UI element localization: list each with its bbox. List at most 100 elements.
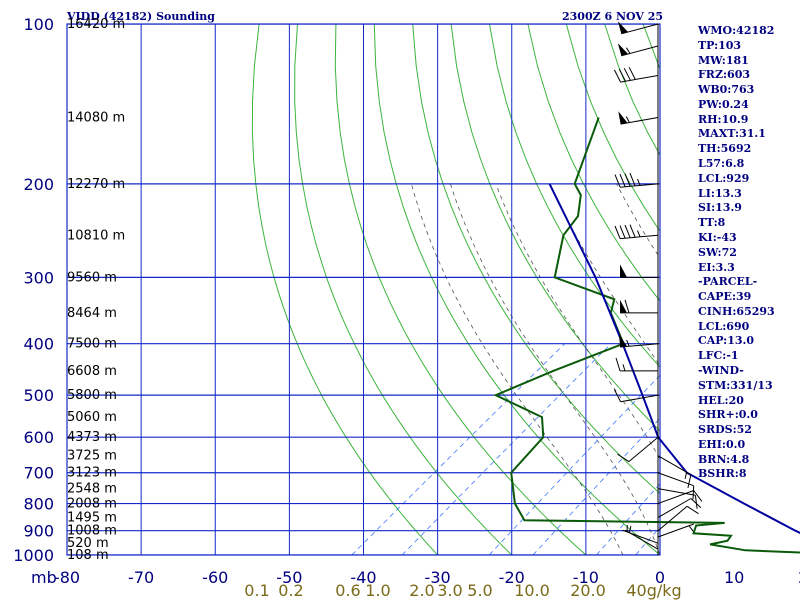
index-row: RH:10.9 [698,112,749,126]
barb-staff [657,498,692,518]
wind-barb [657,455,692,489]
moist-adiabat [411,183,624,555]
mixing-ratio-label: 0.2 [278,581,303,600]
index-row: -WIND- [698,363,744,377]
index-row: SRDS:52 [698,423,752,437]
wind-barb [619,334,659,348]
temperature-tick-label: 20 [798,568,800,587]
height-label: 1008 m [67,524,117,539]
height-label: 16420 m [67,17,125,32]
index-row: LCL:690 [698,319,750,333]
index-row: WB0:763 [698,83,755,97]
mixing-ratio-label: 20.0 [570,581,606,600]
barb-staff [657,490,694,505]
index-row: KI:-43 [698,230,737,244]
barb-full [693,490,703,502]
pressure-tick-label: 200 [23,175,54,194]
station-title: VIDD (42182) Sounding [66,10,215,23]
pressure-tick-label: 100 [23,15,54,34]
index-row: -PARCEL- [698,275,758,289]
barb-half [622,364,626,372]
mixing-ratio-label: 5.0 [467,581,492,600]
wind-barb [613,67,659,83]
dry-adiabat [373,24,660,555]
barb-pennant [617,43,629,56]
pressure-tick-label: 400 [23,335,54,354]
wind-barb [618,111,659,125]
dewpoint-line [493,117,800,554]
height-label: 8464 m [67,306,117,321]
index-row: CAP:13.0 [698,334,755,348]
index-row: EI:3.3 [698,260,735,274]
mixing-ratio-line [401,343,612,555]
barb-full [619,173,626,187]
index-row: LCL:929 [698,171,750,185]
barb-half [684,472,688,479]
barb-full [613,69,622,83]
barb-staff [620,234,659,240]
barb-half [625,116,630,123]
index-row: SW:72 [698,245,737,259]
wind-barb [617,43,659,57]
index-row: PW:0.24 [698,97,749,111]
index-row: TT:8 [698,216,726,230]
dry-adiabat [527,24,660,302]
pressure-tick-label: 1000 [13,546,54,565]
dry-adiabat [334,24,587,555]
pressure-tick-label: 500 [23,386,54,405]
barb-full [694,495,698,509]
moist-adiabat [495,183,660,460]
height-label: 4373 m [67,430,117,445]
mixing-ratio-label: 1.0 [365,581,390,600]
height-label: 10810 m [67,228,125,243]
wind-barb [657,523,694,538]
wind-barb [657,488,698,509]
wind-barb [657,490,703,505]
mixing-ratio-label: 3.0 [437,581,462,600]
wind-barb-layer [613,21,703,555]
index-row: FRZ:603 [698,68,751,82]
barb-staff [620,394,659,403]
barb-full [617,453,630,463]
dry-adiabat [412,24,660,495]
index-row: LFC:-1 [698,349,739,363]
pressure-tick-label: 800 [23,495,54,514]
temperature-tick-label: -50 [276,568,302,587]
barb-full [613,389,622,403]
index-row: CINH:65293 [698,304,775,318]
barb-full [618,68,626,82]
barb-staff [622,529,659,544]
height-label: 5060 m [67,410,117,425]
temperature-tick-label: 0 [655,568,665,587]
dry-adiabat [294,24,513,555]
temperature-tick-label: -70 [128,568,154,587]
barb-staff [657,523,694,538]
temperature-tick-label: -20 [499,568,525,587]
barb-staff [620,74,659,83]
wind-barb [622,525,659,544]
index-row: CAPE:39 [698,290,752,304]
plot-frame [66,23,661,556]
barb-full [687,474,692,489]
index-row: TP:103 [698,38,742,52]
wind-barb [619,264,659,278]
barb-pennant [620,299,627,313]
barb-pennant [619,334,628,347]
height-label: 7500 m [67,337,117,352]
mixing-ratio-label: 40g/kg [626,581,681,600]
observation-time: 2300Z 6 NOV 25 [562,10,663,23]
wind-barb [619,299,659,314]
barb-full [624,299,630,314]
wind-barb [614,173,659,188]
barb-full [686,505,699,515]
barb-full [614,225,621,239]
barb-full [624,224,631,238]
index-row: MAXT:31.1 [698,127,766,141]
barb-staff [628,436,659,462]
temperature-tick-label: 10 [724,568,744,587]
mixing-ratio-label: 2.0 [409,581,434,600]
index-row: BSHR:8 [698,467,747,481]
index-row: HEL:20 [698,393,744,407]
index-row: SHR+:0.0 [698,408,758,422]
stability-indices-panel: WMO:42182 TP:103 MW:181 FRZ:603 WB0:763 PW:0.… [698,24,798,482]
